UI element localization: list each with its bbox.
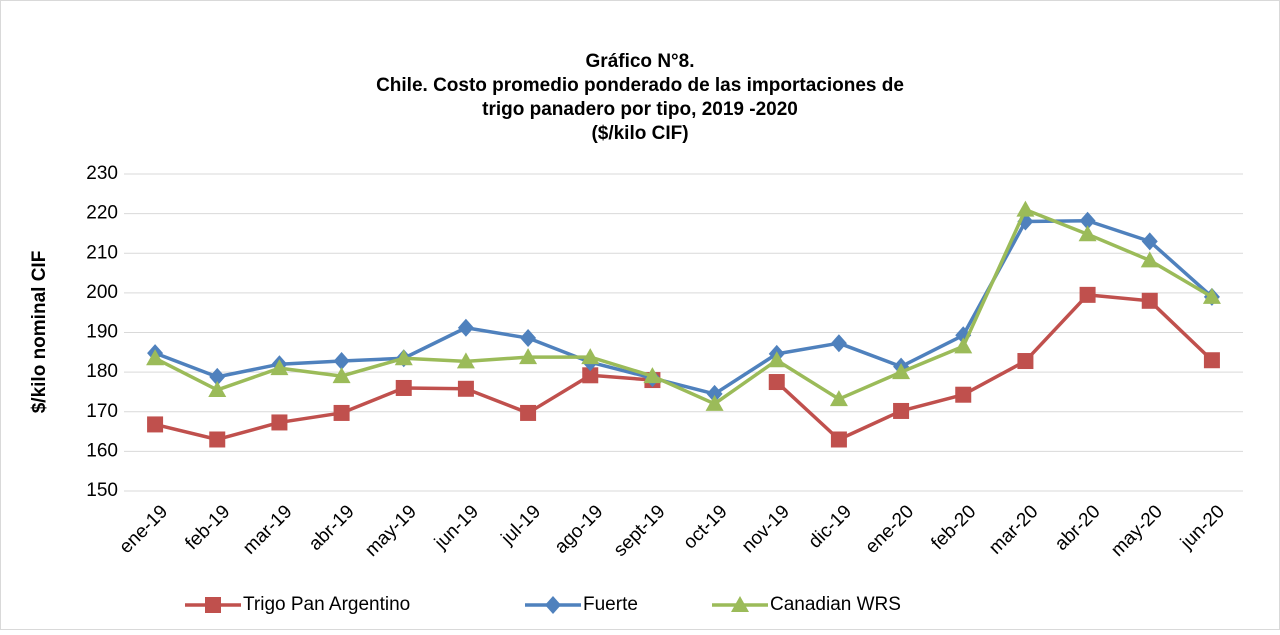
marker [768, 374, 785, 391]
marker [146, 349, 165, 366]
marker [271, 414, 288, 431]
marker [1202, 287, 1221, 304]
marker [829, 390, 848, 407]
marker [519, 348, 538, 365]
y-tick-label: 190 [86, 322, 118, 343]
chart-title: Chile. Costo promedio ponderado de las i… [376, 75, 904, 96]
marker [1141, 232, 1158, 251]
marker [209, 367, 226, 386]
chart-title: trigo panadero por tipo, 2019 -2020 [482, 99, 798, 120]
marker [582, 367, 599, 384]
marker [208, 380, 227, 397]
marker [209, 431, 226, 448]
marker [520, 329, 537, 348]
marker [830, 334, 847, 353]
marker [270, 359, 289, 376]
marker [954, 337, 973, 354]
marker [520, 404, 537, 421]
y-tick-label: 230 [86, 163, 118, 184]
series-line [154, 207, 1213, 406]
y-tick-label: 220 [86, 203, 118, 224]
marker [1140, 251, 1159, 268]
marker [457, 380, 474, 397]
marker [893, 402, 910, 419]
marker [830, 431, 847, 448]
marker [767, 351, 786, 368]
marker [1078, 225, 1097, 242]
marker [456, 352, 475, 369]
marker [731, 596, 749, 612]
marker [545, 596, 561, 614]
marker [1016, 200, 1035, 217]
marker [394, 349, 413, 366]
y-tick-label: 200 [86, 282, 118, 303]
marker [706, 384, 723, 403]
y-tick-label: 180 [86, 361, 118, 382]
marker [705, 394, 724, 411]
marker [147, 416, 164, 433]
marker [457, 318, 474, 337]
marker [1079, 211, 1096, 230]
marker [643, 367, 662, 384]
series-line [154, 219, 1214, 396]
chart-title: ($/kilo CIF) [591, 123, 688, 144]
y-tick-label: 160 [86, 440, 118, 461]
legend-label: Fuerte [583, 594, 638, 615]
y-tick-label: 210 [86, 242, 118, 263]
marker [581, 348, 600, 365]
y-tick-label: 170 [86, 401, 118, 422]
marker [892, 363, 911, 380]
marker [333, 404, 350, 421]
marker [205, 597, 221, 613]
legend-label: Canadian WRS [770, 594, 901, 615]
marker [333, 352, 350, 371]
marker [1079, 286, 1096, 303]
marker [955, 386, 972, 403]
marker [1141, 292, 1158, 309]
marker [332, 367, 351, 384]
marker [395, 379, 412, 396]
marker [1017, 353, 1034, 370]
legend-label: Trigo Pan Argentino [243, 594, 410, 615]
y-axis-label: $/kilo nominal CIF [29, 251, 50, 414]
marker [1203, 352, 1220, 369]
chart-title: Gráfico N°8. [586, 51, 695, 72]
y-tick-label: 150 [86, 480, 118, 501]
